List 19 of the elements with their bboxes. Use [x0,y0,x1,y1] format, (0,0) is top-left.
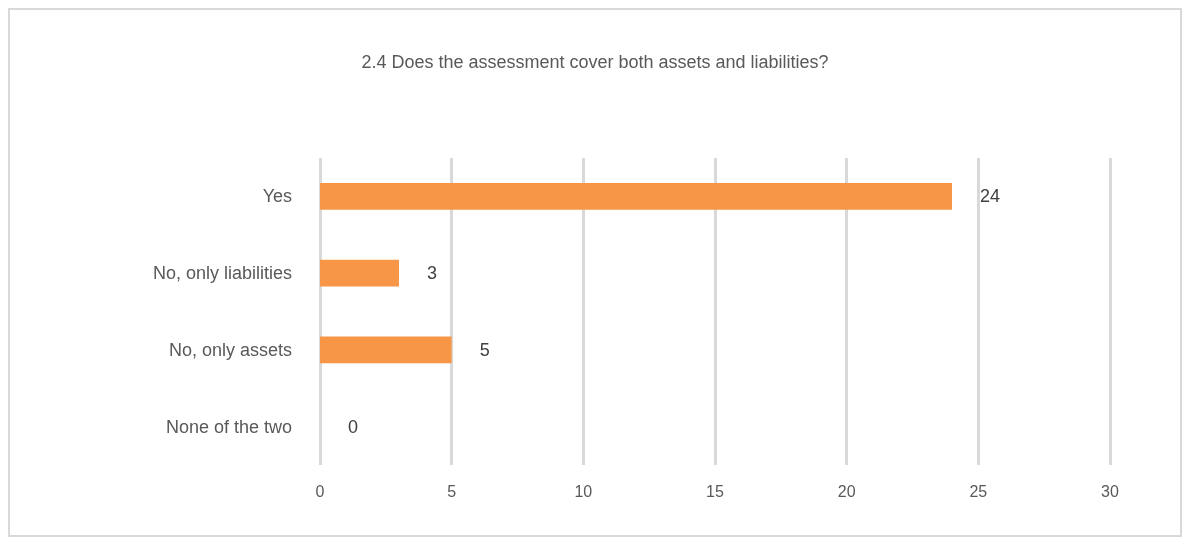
x-tick-label: 25 [969,482,988,500]
data-label: 24 [980,186,1001,207]
bar [320,182,952,210]
data-label: 5 [479,339,490,360]
data-label: 3 [427,263,438,284]
x-tick-label: 20 [837,482,856,500]
x-tick-label: 30 [1101,482,1119,500]
y-tick-label: Yes [262,186,292,207]
x-tick-label: 0 [315,482,325,500]
x-tick-label: 5 [447,482,457,500]
data-label: 0 [348,416,359,437]
bar [320,336,452,364]
chart-title: 2.4 Does the assessment cover both assets and liabilities? [361,52,829,72]
y-tick-label: No, only liabilities [152,263,292,284]
y-tick-label: None of the two [165,416,292,437]
x-tick-label: 10 [574,482,593,500]
bar [320,259,399,287]
y-tick-label: No, only assets [168,339,292,360]
x-tick-label: 15 [706,482,724,500]
